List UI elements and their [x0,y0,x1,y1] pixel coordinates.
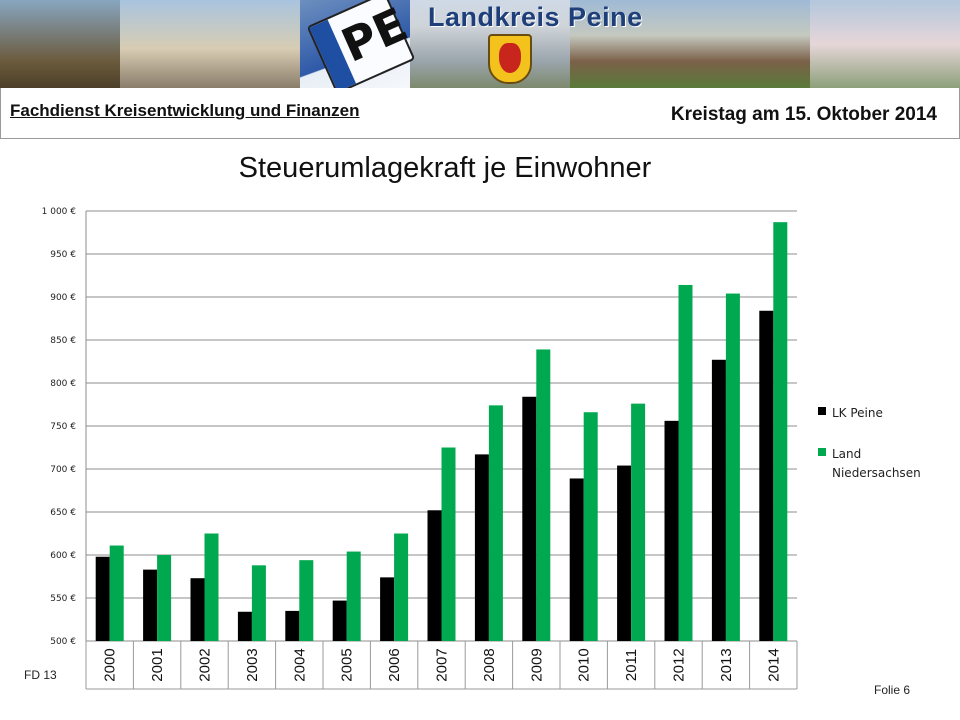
bar-lk-peine-2011 [617,465,632,641]
bar-land-niedersachsen-2009 [536,349,551,641]
bar-lk-peine-2004 [285,610,300,641]
x-tick-label: 2002 [197,648,214,681]
legend-label-land-niedersachsen: Land Niedersachsen [832,447,921,480]
y-tick-label: 750 € [50,422,76,432]
bar-lk-peine-2010 [569,478,584,641]
legend-swatch-land-niedersachsen [818,448,826,456]
banner-title: Landkreis Peine [428,2,643,32]
legend-label-lk-peine: LK Peine [832,406,883,420]
bar-land-niedersachsen-2012 [678,284,693,641]
coat-of-arms-icon [488,34,532,84]
y-tick-label: 650 € [50,508,76,518]
bar-land-niedersachsen-2001 [157,555,172,641]
x-tick-label: 2006 [386,648,403,681]
bar-lk-peine-2007 [427,510,442,641]
bar-lk-peine-2002 [190,578,205,641]
bar-lk-peine-2008 [474,454,489,641]
banner-photo-industrial-heritage [570,0,810,88]
footer-department-code: FD 13 [24,668,57,682]
bar-land-niedersachsen-2010 [583,412,598,641]
x-tick-label: 2014 [765,648,782,681]
y-tick-label: 900 € [50,293,76,303]
x-tick-label: 2008 [481,648,498,681]
banner-photo-tower [810,0,960,88]
bar-lk-peine-2001 [143,569,158,641]
x-tick-label: 2004 [291,648,308,681]
bar-land-niedersachsen-2008 [488,405,503,641]
legend-swatch-lk-peine [818,407,826,415]
bar-land-niedersachsen-2006 [394,533,409,641]
y-tick-label: 600 € [50,551,76,561]
y-tick-label: 800 € [50,379,76,389]
bar-land-niedersachsen-2003 [251,565,266,641]
x-tick-label: 2013 [718,648,735,681]
x-tick-label: 2012 [671,648,688,681]
legend-item-lk-peine: LK Peine [818,404,942,423]
bar-land-niedersachsen-2014 [773,222,788,641]
y-tick-label: 700 € [50,465,76,475]
bar-chart: 500 € 550 € 600 € 650 € 700 € 750 € 800 € 850 €… [42,207,798,690]
meeting-date: Kreistag am 15. Oktober 2014 [670,104,937,125]
department-title: Fachdienst Kreisentwicklung und Finanzen [10,101,360,120]
footer-slide-number: Folie 6 [874,683,911,697]
x-tick-label: 2007 [434,648,451,681]
x-tick-label: 2000 [102,648,119,681]
bar-lk-peine-2012 [664,420,679,641]
bar-land-niedersachsen-2007 [441,447,456,641]
banner-photo-mine-cart [0,0,120,88]
y-tick-label: 850 € [50,336,76,346]
chart-title: Steuerumlagekraft je Einwohner [238,152,652,184]
bar-land-niedersachsen-2011 [631,403,646,641]
bar-lk-peine-2003 [237,611,252,641]
bar-land-niedersachsen-2013 [725,293,740,641]
bar-land-niedersachsen-2004 [299,560,314,641]
x-tick-label: 2010 [576,648,593,681]
x-tick-label: 2005 [339,648,356,681]
y-tick-label: 1 000 € [42,207,77,217]
bar-lk-peine-2013 [711,359,726,641]
lion-icon [499,43,521,73]
bar-land-niedersachsen-2005 [346,551,361,641]
bar-lk-peine-2006 [380,577,395,641]
header-banner: PE Landkreis Peine [0,0,960,88]
legend-item-land-niedersachsen: Land Niedersachsen [818,445,942,483]
bar-lk-peine-2009 [522,396,537,641]
x-tick-label: 2003 [244,648,261,681]
bar-lk-peine-2014 [759,310,774,641]
bar-lk-peine-2000 [95,556,110,641]
x-tick-label: 2009 [528,648,545,681]
bar-lk-peine-2005 [332,600,347,641]
x-tick-label: 2001 [149,648,166,681]
bar-land-niedersachsen-2002 [204,533,219,641]
slide-header: Fachdienst Kreisentwicklung und Finanzen… [0,88,960,139]
banner-photo-town-square [120,0,300,88]
bar-land-niedersachsen-2000 [109,545,124,641]
chart-legend: LK Peine Land Niedersachsen [818,404,942,505]
y-tick-label: 550 € [50,594,76,604]
y-tick-label: 500 € [50,637,76,647]
x-tick-label: 2011 [623,649,640,681]
y-tick-label: 950 € [50,250,76,260]
